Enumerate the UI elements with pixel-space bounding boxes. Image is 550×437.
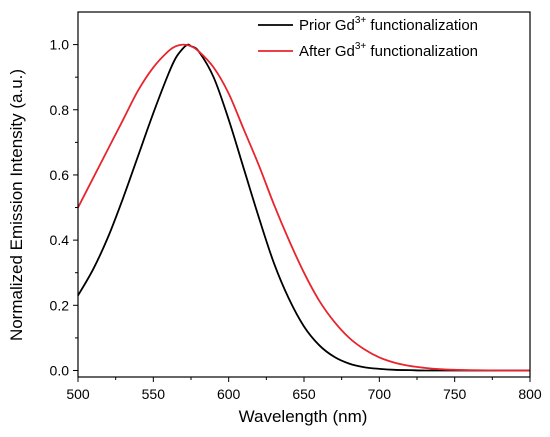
x-tick-label: 600 (217, 386, 241, 402)
legend: Prior Gd3+ functionalization After Gd3+ … (258, 15, 478, 60)
x-tick-label: 500 (66, 386, 90, 402)
y-axis-title: Normalized Emission Intensity (a.u.) (7, 69, 26, 341)
plot-frame (77, 11, 531, 378)
series-lines (77, 43, 531, 372)
x-tick-label: 700 (368, 386, 392, 402)
x-tick-label: 550 (142, 386, 166, 402)
x-axis-ticks: 500 550 600 650 700 750 800 (66, 377, 542, 402)
y-tick-label: 0.4 (50, 232, 70, 248)
legend-entry-after: After Gd3+ functionalization (258, 41, 478, 60)
y-tick-label: 1.0 (50, 37, 70, 53)
x-tick-label: 800 (518, 386, 542, 402)
x-tick-label: 650 (292, 386, 316, 402)
legend-label-prior: Prior Gd3+ functionalization (299, 15, 478, 34)
y-tick-label: 0.0 (50, 362, 70, 378)
y-tick-label: 0.6 (50, 167, 70, 183)
legend-label-after: After Gd3+ functionalization (299, 41, 478, 60)
y-axis-ticks: 0.0 0.2 0.4 0.6 0.8 1.0 (50, 37, 78, 378)
series-line-0 (77, 43, 530, 372)
legend-entry-prior: Prior Gd3+ functionalization (258, 15, 478, 34)
x-tick-label: 750 (443, 386, 467, 402)
x-axis-title: Wavelength (nm) (239, 407, 368, 426)
y-tick-label: 0.8 (50, 102, 70, 118)
y-tick-label: 0.2 (50, 297, 70, 313)
series-line-1 (77, 43, 531, 372)
